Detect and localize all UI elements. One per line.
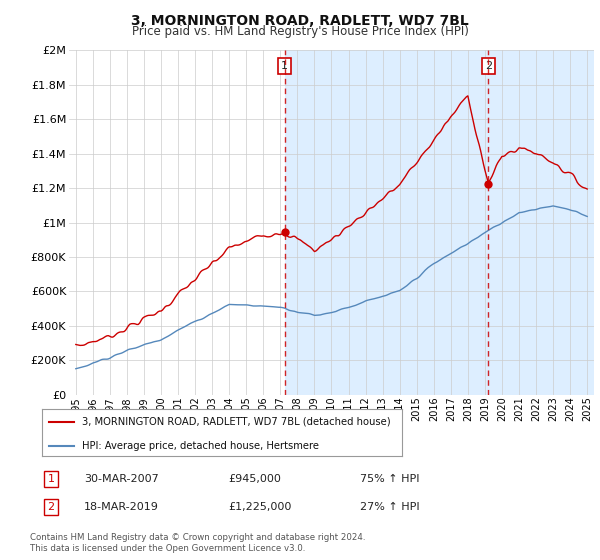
Text: 75% ↑ HPI: 75% ↑ HPI [360,474,419,484]
Text: 2: 2 [47,502,55,512]
Text: 3, MORNINGTON ROAD, RADLETT, WD7 7BL (detached house): 3, MORNINGTON ROAD, RADLETT, WD7 7BL (de… [82,417,390,427]
Text: HPI: Average price, detached house, Hertsmere: HPI: Average price, detached house, Hert… [82,441,319,451]
Text: 1: 1 [281,61,288,71]
Text: 27% ↑ HPI: 27% ↑ HPI [360,502,419,512]
Text: 30-MAR-2007: 30-MAR-2007 [84,474,159,484]
Bar [284,50,596,395]
Text: £945,000: £945,000 [228,474,281,484]
Text: 3, MORNINGTON ROAD, RADLETT, WD7 7BL: 3, MORNINGTON ROAD, RADLETT, WD7 7BL [131,14,469,28]
Text: 2: 2 [485,61,492,71]
Text: Price paid vs. HM Land Registry's House Price Index (HPI): Price paid vs. HM Land Registry's House … [131,25,469,38]
Text: 1: 1 [47,474,55,484]
Text: £1,225,000: £1,225,000 [228,502,292,512]
Text: 18-MAR-2019: 18-MAR-2019 [84,502,159,512]
Text: Contains HM Land Registry data © Crown copyright and database right 2024.
This d: Contains HM Land Registry data © Crown c… [30,533,365,553]
